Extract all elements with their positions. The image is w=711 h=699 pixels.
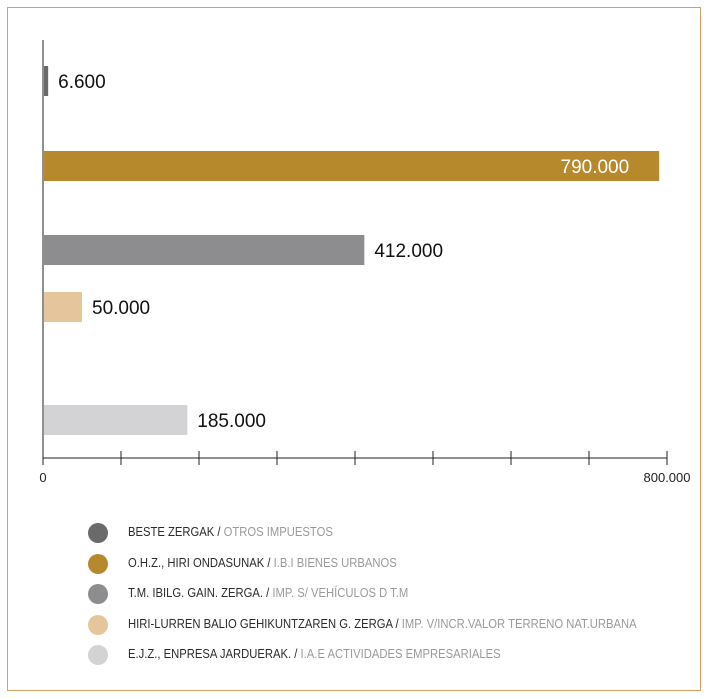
bar-3 bbox=[44, 235, 365, 265]
legend-label-es: I.B.I BIENES URBANOS bbox=[273, 555, 397, 570]
bars-group bbox=[44, 66, 660, 435]
x-tick-label-8: 800.000 bbox=[644, 470, 691, 485]
bar-value-label-4: 50.000 bbox=[92, 298, 150, 319]
legend-label-eu: O.H.Z., HIRI ONDASUNAK / bbox=[128, 555, 271, 570]
legend-label-es: I.A.E ACTIVIDADES EMPRESARIALES bbox=[300, 647, 501, 661]
legend-label: E.J.Z., ENPRESA JARDUERAK. / I.A.E ACTIV… bbox=[128, 647, 501, 661]
legend-swatch bbox=[88, 614, 108, 635]
legend-swatch bbox=[88, 584, 108, 604]
legend-label-eu: T.M. IBILG. GAIN. ZERGA. / bbox=[128, 586, 270, 600]
legend-swatch bbox=[88, 523, 108, 543]
legend-label-eu: E.J.Z., ENPRESA JARDUERAK. / bbox=[128, 647, 298, 661]
bar-2 bbox=[44, 151, 660, 181]
legend-label: T.M. IBILG. GAIN. ZERGA. / IMP. S/ VEHÍC… bbox=[128, 586, 408, 600]
legend-swatch bbox=[88, 645, 108, 665]
bar-value-label-5: 185.000 bbox=[197, 411, 266, 432]
bar-labels-group: 6.600 790.000 412.000 50.000 185.000 bbox=[58, 72, 629, 432]
bar-value-label-1: 6.600 bbox=[58, 72, 106, 93]
bar-value-label-2: 790.000 bbox=[561, 157, 630, 178]
ticks-group: 0 800.000 bbox=[39, 451, 691, 485]
legend-label: HIRI-LURREN BALIO GEHIKUNTZAREN G. ZERGA… bbox=[128, 617, 637, 631]
bar-value-label-3: 412.000 bbox=[374, 241, 443, 262]
legend-swatch bbox=[88, 553, 108, 574]
bar-1 bbox=[44, 66, 49, 96]
legend-label-es: IMP. V/INCR.VALOR TERRENO NAT.URBANA bbox=[401, 616, 637, 631]
bar-4 bbox=[44, 292, 82, 322]
legend-label: BESTE ZERGAK / OTROS IMPUESTOS bbox=[128, 525, 333, 539]
x-tick-label-0: 0 bbox=[39, 470, 46, 485]
chart-frame bbox=[7, 7, 701, 691]
bar-5 bbox=[44, 405, 188, 435]
legend-label-eu: HIRI-LURREN BALIO GEHIKUNTZAREN G. ZERGA… bbox=[128, 616, 399, 631]
legend-label-es: IMP. S/ VEHÍCULOS D T.M bbox=[272, 586, 409, 600]
legend-label-eu: BESTE ZERGAK / bbox=[128, 525, 221, 539]
legend-label-es: OTROS IMPUESTOS bbox=[223, 525, 333, 539]
legend-label: O.H.Z., HIRI ONDASUNAK / I.B.I BIENES UR… bbox=[128, 556, 397, 570]
